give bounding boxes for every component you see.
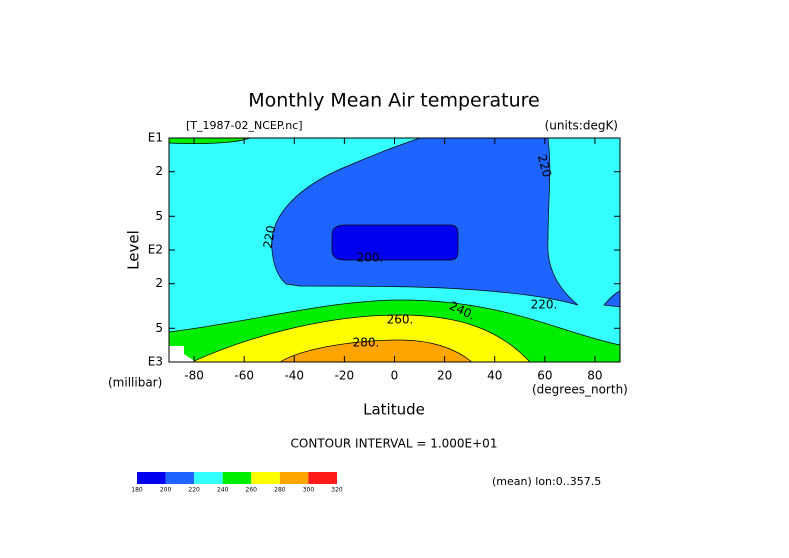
colorbar-swatch: [308, 472, 337, 484]
y-tick-label: E3: [148, 355, 163, 369]
x-units: (degrees_north): [532, 383, 628, 397]
contour-label: 220: [261, 224, 279, 249]
footnote: (mean) lon:0..357.5: [492, 475, 601, 488]
units-label: (units:degK): [545, 119, 618, 133]
y-tick-label: 5: [155, 209, 163, 223]
colorbar-swatch: [251, 472, 280, 484]
x-tick-label: 40: [487, 369, 502, 383]
colorbar-swatch: [279, 472, 309, 484]
colorbar-label: 320: [331, 487, 343, 494]
contour-label: 260.: [387, 313, 414, 327]
x-tick-label: -20: [335, 369, 355, 383]
y-tick-label: 2: [155, 164, 163, 178]
contour-label: 280.: [353, 336, 380, 350]
x-tick-label: -60: [234, 369, 254, 383]
x-tick-label: -80: [184, 369, 204, 383]
missing-data: [169, 346, 196, 362]
x-tick-label: 60: [537, 369, 552, 383]
colorbar-label: 280: [274, 487, 286, 494]
x-tick-label: 80: [587, 369, 602, 383]
colorbar-label: 240: [217, 487, 229, 494]
colorbar-swatch: [222, 472, 252, 484]
y-units: (millibar): [108, 376, 162, 390]
y-tick-label: 5: [155, 321, 163, 335]
y-tick-label: 2: [155, 276, 163, 290]
file-label: [T_1987-02_NCEP.nc]: [186, 119, 303, 132]
colorbar-label: 180: [131, 487, 143, 494]
y-tick-label: E2: [148, 243, 163, 257]
contour-label: 220.: [531, 298, 558, 312]
colorbar-swatch: [137, 472, 166, 484]
x-axis-label: Latitude: [363, 401, 425, 419]
colorbar-label: 220: [188, 487, 200, 494]
y-tick-label: E1: [148, 131, 163, 145]
contour-interval: CONTOUR INTERVAL = 1.000E+01: [291, 437, 498, 451]
contour-band: [278, 339, 473, 363]
colorbar-label: 260: [246, 487, 258, 494]
x-tick-label: 20: [437, 369, 452, 383]
x-tick-label: 0: [391, 369, 399, 383]
contour-label: 220: [535, 153, 554, 179]
colorbar-label: 200: [160, 487, 172, 494]
chart-title: Monthly Mean Air temperature: [248, 90, 539, 112]
x-tick-label: -40: [284, 369, 304, 383]
colorbar-swatch: [165, 472, 195, 484]
colorbar-label: 300: [303, 487, 315, 494]
contour-band: [271, 137, 579, 306]
contour-band: [331, 224, 459, 261]
contour-label: 200.: [357, 251, 384, 265]
y-axis-label: Level: [125, 230, 143, 270]
colorbar-swatch: [194, 472, 223, 484]
